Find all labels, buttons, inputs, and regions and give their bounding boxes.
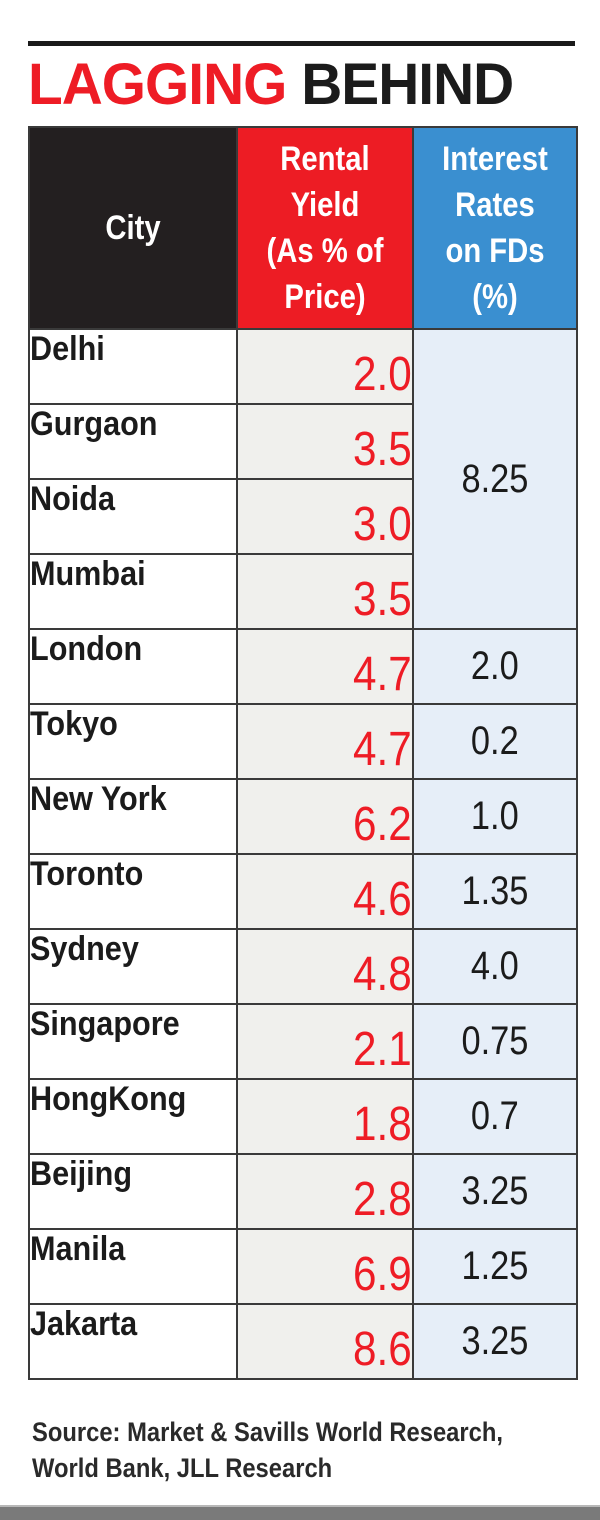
fd-rate-cell: 0.2 <box>412 703 578 780</box>
title-part-lagging: LAGGING <box>28 52 287 117</box>
city-cell: Noida <box>28 478 238 555</box>
fd-rate-merged-cell: 8.25 <box>412 328 578 630</box>
city-cell: HongKong <box>28 1078 238 1155</box>
rental-yield-cell: 6.9 <box>236 1228 414 1305</box>
city-cell: Manila <box>28 1228 238 1305</box>
rental-yield-cell: 3.5 <box>236 553 414 630</box>
rental-yield-cell: 4.7 <box>236 703 414 780</box>
city-cell: Gurgaon <box>28 403 238 480</box>
table-row: Jakarta 8.6 3.25 <box>28 1303 578 1380</box>
fd-rate-cell: 0.75 <box>412 1003 578 1080</box>
city-cell: Toronto <box>28 853 238 930</box>
table-row: New York 6.2 1.0 <box>28 778 578 855</box>
header-rental-yield: Rental Yield (As % of Price) <box>236 126 414 330</box>
city-cell: Sydney <box>28 928 238 1005</box>
rental-yield-cell: 2.0 <box>236 328 414 405</box>
rental-yield-cell: 1.8 <box>236 1078 414 1155</box>
header-fd-rates: Interest Rates on FDs (%) <box>412 126 578 330</box>
rental-yield-cell: 8.6 <box>236 1303 414 1380</box>
header-city: City <box>28 126 238 330</box>
city-cell: New York <box>28 778 238 855</box>
rental-yield-cell: 4.8 <box>236 928 414 1005</box>
table-row: Beijing 2.8 3.25 <box>28 1153 578 1230</box>
city-cell: London <box>28 628 238 705</box>
table-row: HongKong 1.8 0.7 <box>28 1078 578 1155</box>
table-row: Delhi 2.0 8.25 <box>28 328 578 630</box>
fd-rate-cell: 2.0 <box>412 628 578 705</box>
city-cell: Delhi <box>28 328 238 405</box>
table-row: Mumbai 3.5 <box>28 553 577 630</box>
fd-rate-cell: 1.0 <box>412 778 578 855</box>
table-row: Manila 6.9 1.25 <box>28 1228 578 1305</box>
city-cell: Jakarta <box>28 1303 238 1380</box>
city-cell: Mumbai <box>28 553 238 630</box>
rental-yield-cell: 3.5 <box>236 403 414 480</box>
rental-yield-cell: 4.6 <box>236 853 414 930</box>
title-part-behind: BEHIND <box>301 52 514 117</box>
fd-rate-cell: 1.35 <box>412 853 578 930</box>
table-row: Gurgaon 3.5 <box>28 403 577 480</box>
infographic-title: LAGGING BEHIND <box>28 52 577 118</box>
table-row: Singapore 2.1 0.75 <box>28 1003 578 1080</box>
top-rule <box>28 41 575 46</box>
fd-rate-cell: 4.0 <box>412 928 578 1005</box>
fd-rate-cell: 0.7 <box>412 1078 578 1155</box>
source-note: Source: Market & Savills World Research,… <box>32 1417 503 1483</box>
table-row: Tokyo 4.7 0.2 <box>28 703 578 780</box>
table-row: London 4.7 2.0 <box>28 628 578 705</box>
header-row: City Rental Yield (As % of Price) Intere… <box>28 126 578 330</box>
fd-rate-cell: 3.25 <box>412 1153 578 1230</box>
fd-rate-cell: 1.25 <box>412 1228 578 1305</box>
rental-yield-cell: 4.7 <box>236 628 414 705</box>
table-row: Noida 3.0 <box>28 478 577 555</box>
rental-yield-cell: 2.8 <box>236 1153 414 1230</box>
table-row: Toronto 4.6 1.35 <box>28 853 578 930</box>
city-cell: Singapore <box>28 1003 238 1080</box>
city-cell: Tokyo <box>28 703 238 780</box>
city-cell: Beijing <box>28 1153 238 1230</box>
table-row: Sydney 4.8 4.0 <box>28 928 578 1005</box>
rental-yield-cell: 2.1 <box>236 1003 414 1080</box>
rental-yield-cell: 3.0 <box>236 478 414 555</box>
data-table: City Rental Yield (As % of Price) Intere… <box>28 126 578 1380</box>
rental-yield-cell: 6.2 <box>236 778 414 855</box>
bottom-bar <box>0 1505 600 1520</box>
fd-rate-cell: 3.25 <box>412 1303 578 1380</box>
